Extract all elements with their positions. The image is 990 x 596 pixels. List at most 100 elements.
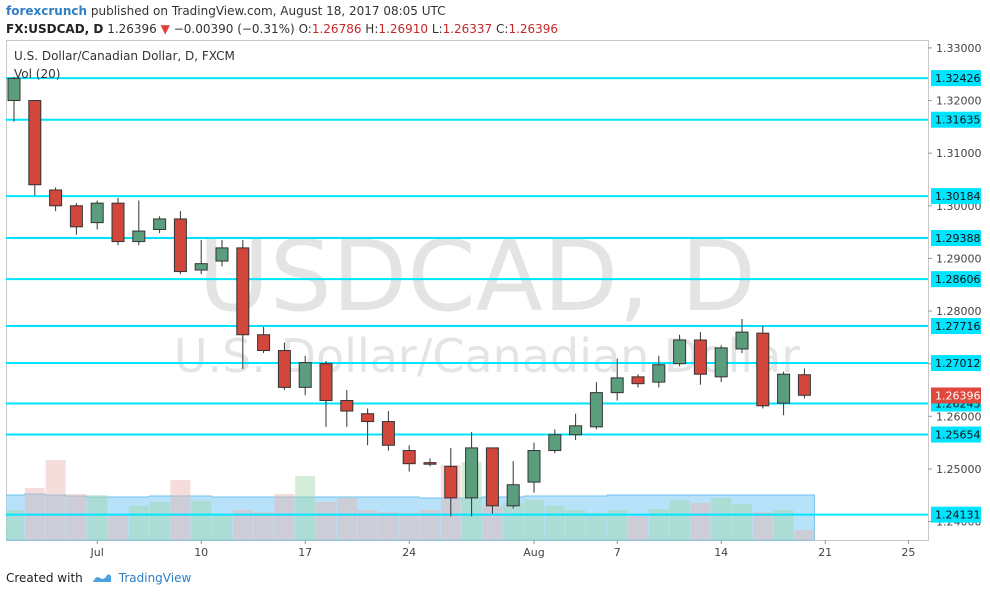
volume-bar [378,512,399,540]
volume-bar [253,512,274,540]
candle-body [49,189,63,207]
candle-body [589,392,603,428]
x-tick-label: Jul [90,546,104,559]
y-tick-label: 1.28000 [936,305,982,318]
y-tick-label: 1.25000 [936,463,982,476]
candle-body [236,247,250,336]
high-value: 1.26910 [378,22,428,36]
y-tick-label: 1.26000 [936,410,982,423]
low-label: L: [431,22,443,36]
volume-bar [191,501,212,540]
open-label: O: [298,22,312,36]
volume-bar [752,512,773,540]
ohlc-line: FX:USDCAD, D 1.26396 ▼ −0.00390 (−0.31%)… [6,22,558,36]
candle-body [361,413,375,423]
volume-bar [357,510,378,540]
x-tick-label: 10 [194,546,208,559]
volume-bar [87,495,108,540]
volume-bar [336,498,357,540]
x-tick-label: 24 [402,546,416,559]
candle-body [69,205,83,228]
volume-bar [565,510,586,540]
volume-bar [773,510,794,540]
level-label: 1.29388 [935,232,981,245]
candle-body [693,339,707,375]
volume-bar [66,494,87,540]
level-label: 1.31635 [935,114,981,127]
level-label: 1.27716 [935,320,981,333]
volume-bar [628,516,648,540]
volume-bar [420,510,440,540]
volume-bar [794,530,815,540]
candle-body [194,263,208,271]
level-label-bg [931,318,981,334]
candlestick-chart[interactable]: USDCAD, DU.S. Dollar/Canadian DollarU.S.… [6,40,982,568]
candle-body [215,247,229,262]
volume-bar [503,503,524,540]
x-tick-label: 7 [614,546,621,559]
candle-body [756,332,770,407]
created-with-label: Created with [6,571,83,585]
candle-body [298,362,312,388]
volume-bar [232,510,253,540]
candle-body [257,334,271,352]
candle-body [485,447,499,507]
price-change: −0.00390 (−0.31%) [173,22,295,36]
volume-bar [170,480,191,540]
volume-bar [544,506,565,540]
level-label: 1.27012 [935,357,981,370]
chart-area[interactable]: USDCAD, D U.S. Dollar/Canadian Dollar U.S.… [6,40,982,568]
high-label: H: [365,22,379,36]
candle-body [153,218,167,230]
last-price: 1.26396 [107,22,157,36]
x-tick-label: Aug [523,546,544,559]
candle-body [610,377,624,394]
candle-body [90,202,104,224]
level-label-bg [931,426,981,443]
tradingview-link[interactable]: TradingView [118,571,192,585]
tradingview-logo-icon [92,574,111,582]
volume-bar [316,502,336,540]
y-tick-label: 1.32000 [936,95,982,108]
level-label-bg [931,271,981,288]
candle-body [735,331,749,350]
volume-bar [399,513,420,540]
volume-bar [45,460,66,540]
volume-bar [128,506,149,540]
candle-body [465,447,479,499]
last-price-label-bg [931,387,981,404]
author-name[interactable]: forexcrunch [6,4,88,18]
level-label-bg [931,70,981,87]
level-label: 1.32426 [935,72,981,85]
candle-body [277,350,291,388]
candle-body [527,450,541,483]
volume-bar [6,510,24,540]
volume-bar [669,500,690,540]
x-tick-label: 25 [901,546,915,559]
candle-body [423,462,437,465]
y-tick-label: 1.31000 [936,147,982,160]
y-tick-label: 1.33000 [936,42,982,55]
level-label-bg [931,188,981,205]
candle-body [569,425,583,436]
publish-info: published on TradingView.com, August 18,… [90,4,446,18]
candle-body [631,376,645,385]
y-tick-label: 1.29000 [936,252,982,265]
volume-bar [732,504,752,540]
candle-body [548,434,562,452]
candle-body [173,218,187,273]
chart-title: U.S. Dollar/Canadian Dollar, D, FXCM [14,49,235,63]
x-tick-label: 21 [818,546,832,559]
footer: Created with TradingView [6,571,191,585]
candle-body [381,421,395,446]
volume-bar [711,498,732,540]
level-label-bg [931,230,981,246]
level-label: 1.28606 [935,273,981,286]
last-price-label: 1.26396 [935,389,981,402]
candle-body [652,364,666,383]
level-label: 1.30184 [935,190,981,203]
candle-body [506,484,520,507]
candle-body [132,230,146,243]
candle-body [340,400,354,412]
candle-body [714,347,728,378]
